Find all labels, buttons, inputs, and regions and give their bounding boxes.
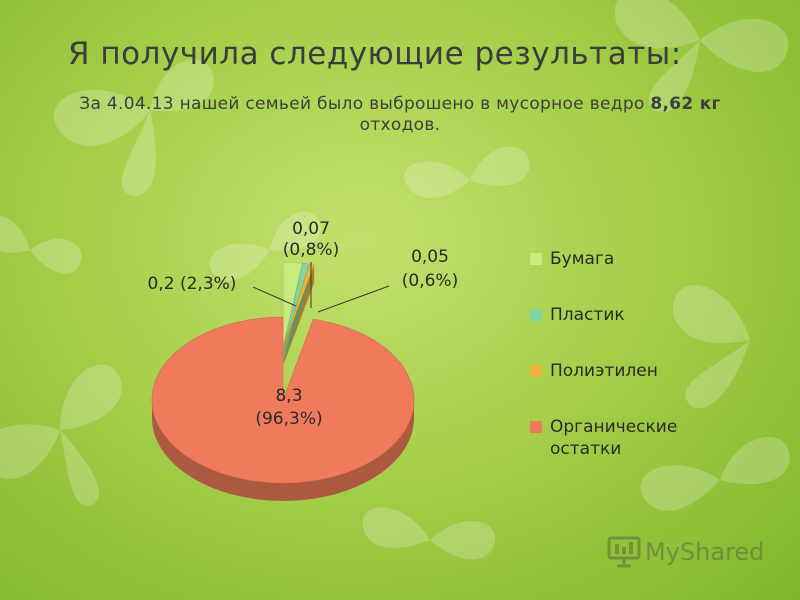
- legend-swatch: [530, 309, 542, 321]
- legend-label: Пластик: [550, 305, 625, 325]
- butterfly-decoration: [54, 59, 215, 196]
- data-label-percent: (0,8%): [283, 240, 339, 260]
- butterfly-decoration: [673, 285, 750, 409]
- subtitle-weight-value: 8,62 кг: [650, 94, 721, 114]
- butterfly-decoration: [614, 0, 789, 113]
- data-label: 0,07: [292, 219, 330, 239]
- butterfly-decoration: [362, 507, 496, 560]
- legend-swatch: [530, 365, 542, 377]
- legend-label: Бумага: [550, 249, 615, 269]
- watermark-text: MyShared: [645, 538, 765, 566]
- legend-swatch: [530, 253, 542, 265]
- data-label-percent: (0,6%): [402, 271, 458, 291]
- slide-title: Я получила следующие результаты:: [68, 36, 682, 72]
- subtitle-text: За 4.04.13 нашей семьей было выброшено в…: [79, 94, 651, 114]
- legend-item: Органические остатки: [530, 416, 730, 460]
- legend-item: Полиэтилен: [530, 360, 730, 382]
- butterfly-decoration: [404, 146, 530, 199]
- legend-swatch: [530, 421, 542, 433]
- subtitle-text-end: отходов.: [359, 115, 441, 135]
- slide-subtitle: За 4.04.13 нашей семьей было выброшено в…: [60, 94, 740, 136]
- pie-slice-side: [152, 400, 414, 501]
- pie-slice: [283, 263, 315, 346]
- butterfly-decoration: [209, 211, 322, 281]
- legend-item: Бумага: [530, 248, 730, 270]
- pie-slice: [151, 316, 415, 484]
- pie-slice: [283, 262, 303, 346]
- data-label-leader: [252, 286, 297, 307]
- data-label-percent: (96,3%): [255, 409, 322, 429]
- data-label: 8,3: [275, 386, 302, 406]
- legend-item: Пластик: [530, 304, 730, 326]
- presentation-screen-icon: [607, 536, 641, 568]
- data-label: 0,2 (2,3%): [148, 274, 237, 294]
- legend-label: Полиэтилен: [550, 361, 658, 381]
- butterfly-decoration: [0, 364, 122, 506]
- butterfly-decoration: [640, 437, 790, 511]
- data-label-leader: [317, 285, 390, 313]
- legend-label: Органические остатки: [550, 417, 678, 459]
- butterfly-decoration: [0, 215, 82, 274]
- watermark: MyShared: [607, 536, 764, 568]
- data-label: 0,05: [411, 247, 449, 267]
